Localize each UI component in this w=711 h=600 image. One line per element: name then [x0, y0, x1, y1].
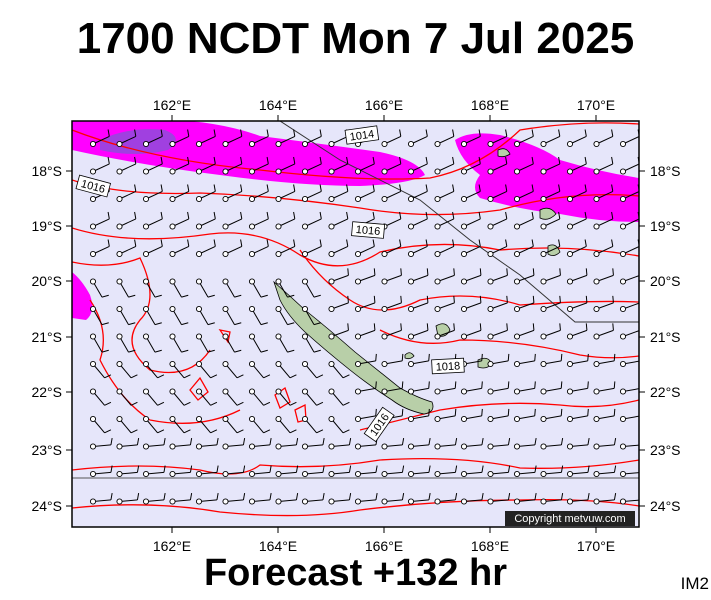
lat-label-left-18: 18°S [31, 163, 62, 179]
isobars [72, 122, 639, 517]
lat-label-left-22: 22°S [31, 384, 62, 400]
lat-label-right-20: 20°S [650, 273, 681, 289]
forecast-label: Forecast +132 hr [203, 552, 508, 594]
lon-label-bottom-168: 168°E [471, 538, 509, 554]
strong-wind-core [100, 129, 176, 154]
isobar-label-1016-west: 1016 [75, 174, 112, 198]
lon-label-bottom-170: 170°E [577, 538, 615, 554]
svg-text:1018: 1018 [435, 360, 460, 373]
isobar-label-1016-center: 1016 [351, 221, 386, 239]
eez-boundary [279, 121, 639, 323]
lat-label-left-21: 21°S [31, 329, 62, 345]
svg-text:1014: 1014 [349, 128, 375, 143]
lon-label-top-162: 162°E [153, 97, 191, 113]
lat-label-right-18: 18°S [650, 163, 681, 179]
lon-label-top-164: 164°E [259, 97, 297, 113]
lat-label-right-22: 22°S [650, 384, 681, 400]
lon-label-top-166: 166°E [365, 97, 403, 113]
lon-label-bottom-166: 166°E [365, 538, 403, 554]
isobar-label-1014: 1014 [344, 125, 380, 145]
lat-label-right-19: 19°S [650, 218, 681, 234]
lat-label-left-24: 24°S [31, 498, 62, 514]
lat-label-right-21: 21°S [650, 329, 681, 345]
lon-label-bottom-162: 162°E [153, 538, 191, 554]
north-islands [497, 148, 561, 256]
strong-wind-area-west [72, 272, 93, 320]
tick-marks [66, 115, 645, 533]
lon-label-bottom-164: 164°E [259, 538, 297, 554]
lon-label-top-170: 170°E [577, 97, 615, 113]
isobar-label-1018: 1018 [431, 357, 465, 375]
lat-label-right-23: 23°S [650, 442, 681, 458]
svg-text:1016: 1016 [355, 224, 380, 238]
lat-label-left-19: 19°S [31, 218, 62, 234]
map-title: 1700 NCDT Mon 7 Jul 2025 [76, 14, 635, 63]
lat-label-right-24: 24°S [650, 498, 681, 514]
lon-label-top-168: 168°E [471, 97, 509, 113]
grande-terre-island [273, 280, 434, 415]
copyright-box: Copyright metvuw.com [505, 511, 635, 526]
map-frame [71, 120, 640, 528]
lat-label-left-23: 23°S [31, 442, 62, 458]
image-code: IM2 [680, 574, 709, 593]
lat-label-left-20: 20°S [31, 273, 62, 289]
wind-barbs [89, 129, 639, 505]
svg-text:Copyright metvuw.com: Copyright metvuw.com [514, 513, 625, 525]
